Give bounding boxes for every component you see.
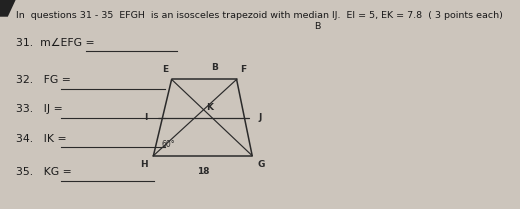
Text: I: I [145, 112, 148, 122]
Text: 31.  m∠EFG =: 31. m∠EFG = [16, 38, 98, 48]
Text: B: B [211, 63, 218, 73]
Text: 34.   IK =: 34. IK = [16, 134, 70, 144]
Text: 18: 18 [197, 167, 209, 176]
Text: 60°: 60° [161, 140, 175, 149]
Polygon shape [0, 0, 16, 17]
Text: 32.   FG =: 32. FG = [16, 75, 74, 85]
Text: E: E [162, 65, 168, 74]
Text: F: F [240, 65, 246, 74]
Text: In  questions 31 - 35  EFGH  is an isosceles trapezoid with median IJ.  EI = 5, : In questions 31 - 35 EFGH is an isoscele… [16, 11, 502, 20]
Text: 33.   IJ =: 33. IJ = [16, 104, 66, 115]
Text: H: H [140, 160, 148, 169]
Text: 35.   KG =: 35. KG = [16, 167, 75, 177]
Text: G: G [258, 160, 265, 169]
Text: J: J [259, 112, 262, 122]
Text: B: B [315, 22, 321, 31]
Text: K: K [206, 103, 213, 112]
